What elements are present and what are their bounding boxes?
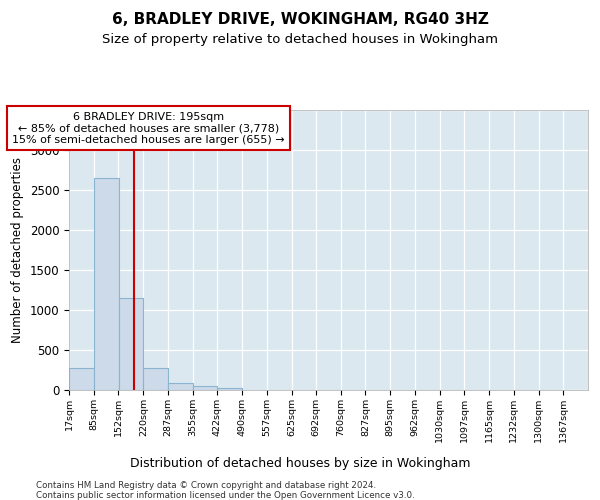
Bar: [94, 178, 119, 390]
Bar: [217, 388, 242, 390]
Text: 6, BRADLEY DRIVE, WOKINGHAM, RG40 3HZ: 6, BRADLEY DRIVE, WOKINGHAM, RG40 3HZ: [112, 12, 488, 28]
Text: Distribution of detached houses by size in Wokingham: Distribution of detached houses by size …: [130, 458, 470, 470]
Bar: [168, 383, 193, 390]
Bar: [119, 298, 143, 390]
Text: Contains public sector information licensed under the Open Government Licence v3: Contains public sector information licen…: [36, 491, 415, 500]
Bar: [143, 368, 168, 390]
Text: 6 BRADLEY DRIVE: 195sqm
← 85% of detached houses are smaller (3,778)
15% of semi: 6 BRADLEY DRIVE: 195sqm ← 85% of detache…: [12, 112, 285, 145]
Y-axis label: Number of detached properties: Number of detached properties: [11, 157, 24, 343]
Bar: [193, 386, 217, 390]
Text: Size of property relative to detached houses in Wokingham: Size of property relative to detached ho…: [102, 32, 498, 46]
Text: Contains HM Land Registry data © Crown copyright and database right 2024.: Contains HM Land Registry data © Crown c…: [36, 481, 376, 490]
Bar: [69, 368, 94, 390]
